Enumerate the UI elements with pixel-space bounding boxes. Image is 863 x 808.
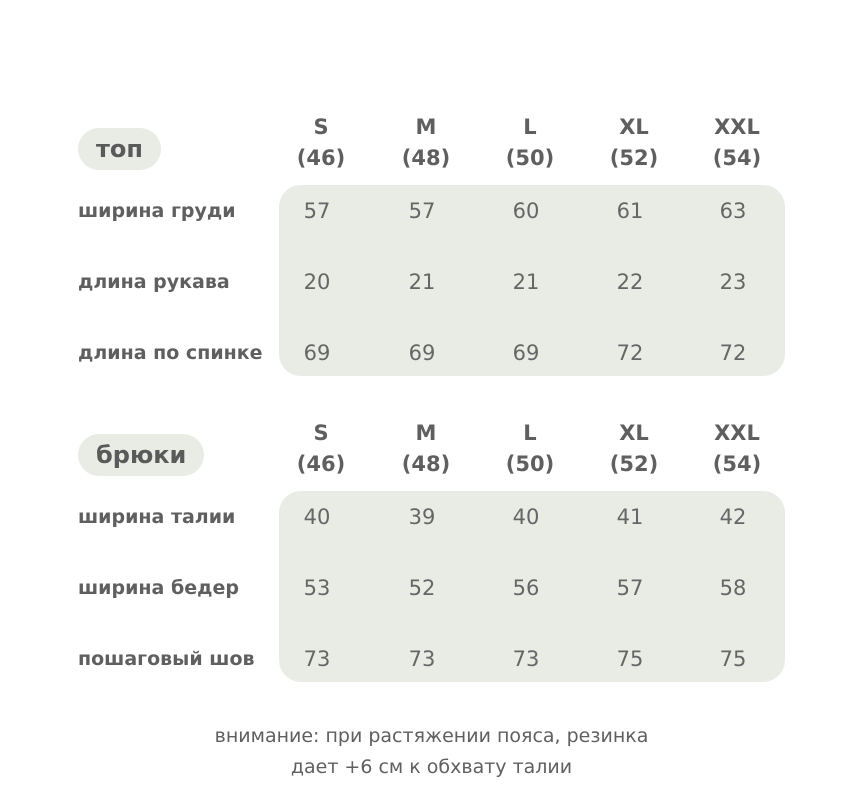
measurement-value: 72	[719, 341, 747, 365]
measurement-value: 56	[512, 576, 540, 600]
size-ru: (50)	[505, 452, 555, 476]
measurement-value: 57	[408, 199, 436, 223]
measurement-value: 52	[408, 576, 436, 600]
measurement-value: 63	[719, 199, 747, 223]
measurement-value: 40	[303, 505, 331, 529]
note-line-2: дает +6 см к обхвату талии	[290, 756, 573, 778]
size-header: XXL (54)	[692, 112, 782, 174]
size-header: M (48)	[381, 418, 471, 480]
measurement-value: 21	[408, 270, 436, 294]
size-ru: (48)	[401, 452, 451, 476]
measurement-value: 20	[303, 270, 331, 294]
measurement-value: 61	[616, 199, 644, 223]
section-pants: брюки S (46) M (48) L (50) XL (52) XXL (54) ширина …	[0, 418, 863, 718]
size-ru: (52)	[609, 146, 659, 170]
measurement-value: 75	[719, 647, 747, 671]
measurement-value: 53	[303, 576, 331, 600]
row-label: пошаговый шов	[78, 648, 255, 670]
size-label: M	[415, 115, 437, 139]
size-ru: (54)	[712, 452, 762, 476]
size-ru: (48)	[401, 146, 451, 170]
measurement-value: 39	[408, 505, 436, 529]
measurements-panel	[279, 491, 785, 682]
size-ru: (54)	[712, 146, 762, 170]
size-label: XXL	[714, 115, 760, 139]
size-ru: (50)	[505, 146, 555, 170]
row-label: длина рукава	[78, 271, 230, 293]
measurement-value: 58	[719, 576, 747, 600]
row-label: ширина бедер	[78, 577, 239, 599]
measurement-value: 57	[303, 199, 331, 223]
measurement-value: 41	[616, 505, 644, 529]
size-label: M	[415, 421, 437, 445]
row-label: ширина груди	[78, 200, 236, 222]
measurement-value: 73	[303, 647, 331, 671]
section-title: брюки	[78, 434, 205, 476]
measurement-value: 73	[512, 647, 540, 671]
size-ru: (46)	[296, 146, 346, 170]
note-line-1: внимание: при растяжении пояса, резинка	[214, 725, 649, 747]
note: внимание: при растяжении пояса, резинка д…	[0, 721, 863, 783]
size-label: S	[313, 115, 329, 139]
size-ru: (46)	[296, 452, 346, 476]
size-header: S (46)	[276, 112, 366, 174]
measurement-value: 23	[719, 270, 747, 294]
size-label: S	[313, 421, 329, 445]
measurement-value: 73	[408, 647, 436, 671]
size-label: L	[523, 421, 537, 445]
measurement-value: 40	[512, 505, 540, 529]
measurements-panel	[279, 185, 785, 376]
measurement-value: 42	[719, 505, 747, 529]
size-label: XL	[619, 421, 649, 445]
size-header: L (50)	[485, 418, 575, 480]
size-header: XL (52)	[589, 112, 679, 174]
size-header: XL (52)	[589, 418, 679, 480]
row-label: ширина талии	[78, 506, 236, 528]
measurement-value: 72	[616, 341, 644, 365]
size-label: L	[523, 115, 537, 139]
measurement-value: 21	[512, 270, 540, 294]
size-label: XXL	[714, 421, 760, 445]
section-top: топ S (46) M (48) L (50) XL (52) XXL (54) ширина гр…	[0, 112, 863, 412]
size-header: S (46)	[276, 418, 366, 480]
section-title: топ	[78, 128, 161, 170]
measurement-value: 22	[616, 270, 644, 294]
size-header: L (50)	[485, 112, 575, 174]
measurement-value: 69	[303, 341, 331, 365]
measurement-value: 57	[616, 576, 644, 600]
size-header: XXL (54)	[692, 418, 782, 480]
measurement-value: 75	[616, 647, 644, 671]
size-label: XL	[619, 115, 649, 139]
measurement-value: 69	[408, 341, 436, 365]
measurement-value: 60	[512, 199, 540, 223]
size-ru: (52)	[609, 452, 659, 476]
size-header: M (48)	[381, 112, 471, 174]
row-label: длина по спинке	[78, 342, 263, 364]
measurement-value: 69	[512, 341, 540, 365]
